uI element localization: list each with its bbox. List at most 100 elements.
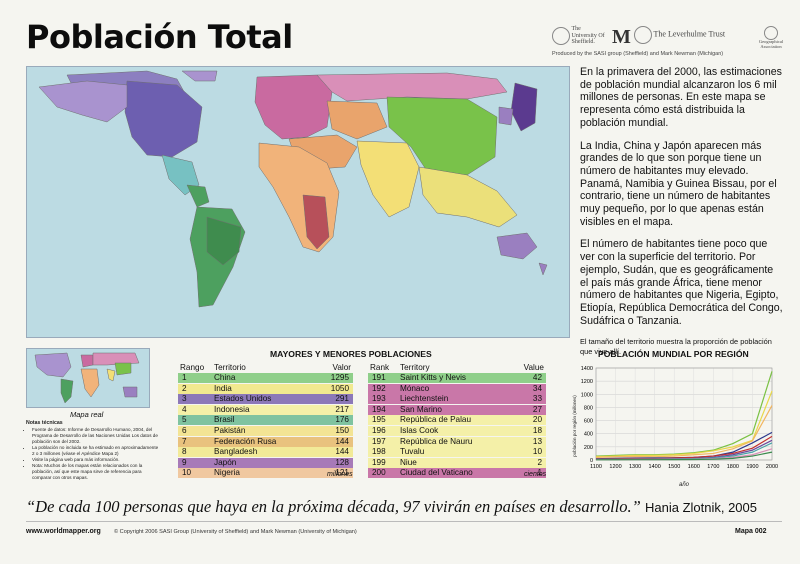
chart-y-tick-label: 1200 [581,379,593,385]
chart-x-tick-label: 1700 [707,464,719,470]
rank-cell: 10 [182,468,192,478]
real-map-australia [122,386,138,398]
table-row: 199 Niue 2 [368,457,546,468]
value-cell: 217 [335,404,349,414]
territory-cell: Japón [214,457,237,467]
intro-paragraph-1: En la primavera del 2000, las estimacion… [580,66,782,129]
table-row: 7 Federación Rusa 144 [178,436,353,447]
value-cell: 27 [532,404,542,414]
rank-cell: 198 [372,447,386,457]
chart-x-tick-label: 1300 [629,464,641,470]
geographical-association-logo: Geographical Association [750,26,792,50]
chart-x-tick-label: 1500 [668,464,680,470]
real-map-china [114,362,132,376]
map-central-asia [326,100,388,140]
quote-author: Hania Zlotnik, 2005 [644,500,757,515]
intro-paragraph-3: El número de habitantes tiene poco que v… [580,238,783,327]
rankings-title: MAYORES Y MENORES POBLACIONES [270,349,432,359]
rank-cell: 196 [372,426,386,435]
leverhulme-logo: The Leverhulme Trust [634,26,725,44]
value-cell: 128 [335,457,349,467]
territory-cell: Niue [400,457,417,467]
intro-text: En la primavera del 2000, las estimacion… [580,66,784,366]
territory-header: Territorio [214,363,246,372]
globe-icon [764,26,778,40]
table-row: 192 Mónaco 34 [368,383,546,394]
value-cell: 18 [532,426,542,435]
quote: “De cada 100 personas que haya en la pró… [26,497,786,517]
note-item: Visite la página web para más informació… [32,457,160,463]
territory-cell: San Marino [400,404,442,414]
table-row: 6 Pakistán 150 [178,426,353,436]
sheffield-logo-text: The University Of Sheffield. [571,26,605,46]
real-map-caption: Mapa real [70,410,104,419]
value-cell: 291 [335,394,349,404]
territory-cell: República de Nauru [400,436,473,446]
rank-cell: 2 [182,383,187,393]
chart-x-axis-label: año [679,482,690,488]
map-number: Mapa 002 [735,528,767,535]
territory-cell: Indonesia [214,404,250,414]
technical-notes: Notas técnicas Fuente de datos: Informe … [26,420,160,480]
rank-cell: 200 [372,468,386,478]
map-se-asia [418,166,518,228]
real-map-thumbnail [26,348,150,408]
rank-cell: 6 [182,426,187,435]
produced-by-text: Produced by the SASI group (Sheffield) a… [552,51,724,57]
table-row: 197 República de Nauru 13 [368,436,546,447]
territory-cell: Estados Unidos [214,394,272,404]
copyright-text: © Copyright 2006 SASI Group (University … [114,529,357,535]
quote-text: “De cada 100 personas que haya en la pró… [26,497,641,516]
chart-x-tick-label: 2000 [766,464,778,470]
table-row: 3 Estados Unidos 291 [178,394,353,405]
value-cell: 121 [335,468,349,478]
table-row: 10 Nigeria 121 [178,468,353,479]
smallest-unit-label: cientos [524,471,547,478]
smallest-population-table: Rank Territory Value 191 Saint Kitts y Ne… [368,363,546,483]
territory-cell: Liechtenstein [400,394,449,404]
value-header: Value [523,363,544,372]
value-cell: 34 [532,383,542,393]
rank-header: Rank [370,363,390,372]
value-cell: 2 [537,457,542,467]
chart-ticks: 0 200 400 600 800 1000 1200 1400 1100 1200 1300 140… [581,366,778,470]
table-row: 8 Bangladesh 144 [178,447,353,458]
map-europe [254,74,333,140]
territory-cell: India [214,383,232,393]
territory-cell: Pakistán [214,426,246,435]
territory-cell: Nigeria [214,468,240,478]
map-new-zealand [538,262,548,276]
value-cell: 1 [537,468,542,478]
map-africa-south [302,194,330,250]
table-row: 9 Japón 128 [178,457,353,468]
rank-cell: 195 [372,415,386,425]
value-cell: 176 [335,415,349,425]
page-title: Población Total [26,18,293,56]
sheffield-logo: The University Of Sheffield. [552,26,606,46]
chart-x-tick-label: 1800 [727,464,739,470]
real-map-north-america [34,352,72,378]
michigan-logo: M [612,26,631,48]
map-central-america [186,184,210,208]
table-row: 196 Islas Cook 18 [368,426,546,436]
leverhulme-crest-icon [634,26,652,44]
territory-cell: Mónaco [400,383,430,393]
intro-paragraph-4: El tamaño del territorio muestra la prop… [580,337,772,356]
largest-unit-label: millones [327,471,353,478]
chart-y-tick-label: 200 [584,445,593,451]
footer-divider [26,521,782,522]
map-australia [496,232,538,260]
chart-series-line-2 [595,390,773,458]
territory-cell: Federación Rusa [214,436,277,446]
territory-cell: Ciudad del Vaticano [400,468,473,478]
chart-y-tick-label: 1000 [581,392,593,398]
table-row: 4 Indonesia 217 [178,404,353,415]
value-cell: 1295 [330,373,349,382]
map-north-america [38,80,128,123]
rank-cell: 194 [372,404,386,414]
sponsor-logos: The University Of Sheffield. M The Lever… [552,26,792,60]
site-url[interactable]: www.worldmapper.org [26,528,101,535]
table-row: 193 Liechtenstein 33 [368,394,546,405]
territory-cell: República de Palau [400,415,472,425]
territory-cell: Bangladesh [214,447,258,457]
